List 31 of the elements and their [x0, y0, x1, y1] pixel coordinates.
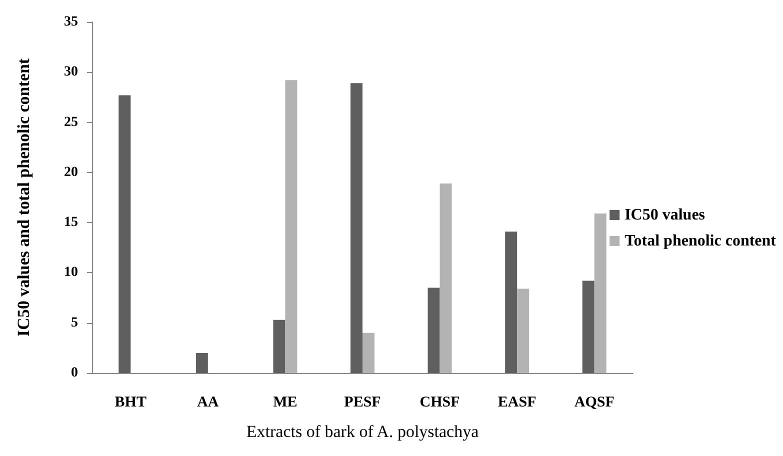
y-tick-label: 0 [71, 366, 78, 380]
x-tick-label: PESF [344, 394, 381, 410]
bar [273, 320, 286, 373]
bar [517, 288, 530, 373]
legend-label: Total phenolic content [624, 232, 777, 250]
y-tick-label: 20 [64, 164, 78, 180]
x-tick-label: EASF [498, 394, 536, 410]
y-tick-label: 25 [64, 114, 78, 130]
y-tick-label: 30 [64, 64, 78, 80]
bar [350, 83, 362, 373]
bar [428, 288, 440, 373]
bar [285, 80, 298, 373]
y-axis-title: IC50 values and total phenolic content [14, 58, 33, 337]
bar [118, 95, 131, 373]
x-tick-label: AA [197, 394, 219, 410]
x-tick-label: BHT [114, 394, 146, 410]
bar [196, 352, 208, 373]
y-tick-label: 35 [64, 14, 78, 30]
y-tick-label: 10 [64, 265, 78, 280]
bar [594, 214, 606, 373]
x-tick-label: ME [273, 394, 298, 410]
y-tick-label: 5 [71, 315, 78, 330]
bar [440, 183, 452, 373]
bar [362, 332, 374, 373]
x-axis-title: Extracts of bark of A. polystachya [246, 422, 480, 441]
legend-label: IC50 values [624, 206, 706, 224]
x-tick-label: CHSF [420, 394, 460, 410]
y-tick-label: 15 [64, 215, 78, 230]
bar [582, 280, 594, 373]
bar [505, 232, 518, 373]
x-tick-label: AQSF [574, 394, 614, 410]
